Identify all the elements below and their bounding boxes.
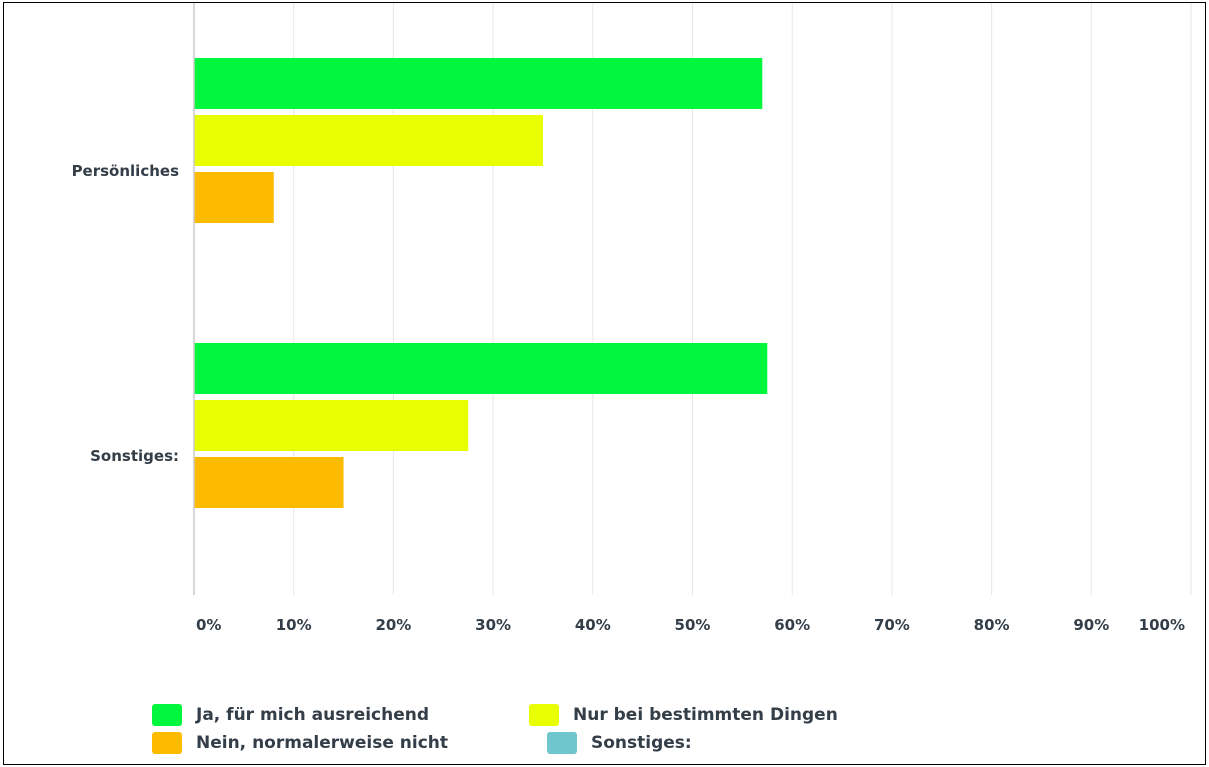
legend-label-nein: Nein, normalerweise nicht: [196, 733, 449, 753]
x-tick-label: 30%: [475, 616, 511, 634]
x-tick-label: 100%: [1139, 616, 1185, 634]
legend-swatch-nur: [529, 704, 559, 726]
x-tick-label: 80%: [974, 616, 1010, 634]
bar: [194, 343, 768, 394]
x-tick-label: 50%: [675, 616, 711, 634]
x-tick-label: 40%: [575, 616, 611, 634]
x-tick-label: 70%: [874, 616, 910, 634]
category-label: Sonstiges:: [90, 447, 179, 465]
bar: [194, 58, 763, 109]
x-tick-label: 0%: [196, 616, 221, 634]
bar: [194, 172, 274, 223]
legend-swatch-ja: [152, 704, 182, 726]
bar: [194, 115, 543, 166]
bar: [194, 400, 469, 451]
category-label: Persönliches: [72, 162, 180, 180]
x-tick-label: 20%: [375, 616, 411, 634]
legend-label-sonstiges: Sonstiges:: [591, 733, 692, 753]
legend-label-ja: Ja, für mich ausreichend: [196, 705, 430, 725]
bar-chart: 0% 10% 20% 30% 40% 50% 60% 70% 80% 90% 100% Persön…: [72, 3, 1192, 634]
bar: [194, 457, 344, 508]
legend-item-sonstiges: Sonstiges:: [547, 731, 692, 755]
legend-item-ja: Ja, für mich ausreichend: [152, 703, 429, 727]
legend-swatch-sonstiges: [547, 732, 577, 754]
category-labels: Persönliches Sonstiges:: [72, 162, 180, 465]
x-tick-label: 10%: [276, 616, 312, 634]
chart-frame: 0% 10% 20% 30% 40% 50% 60% 70% 80% 90% 100% Persön…: [3, 2, 1206, 765]
x-tick-label: 90%: [1073, 616, 1109, 634]
legend-item-nein: Nein, normalerweise nicht: [152, 731, 448, 755]
x-tick-label: 60%: [774, 616, 810, 634]
legend-item-nur: Nur bei bestimmten Dingen: [529, 703, 838, 727]
x-axis-ticks: 0% 10% 20% 30% 40% 50% 60% 70% 80% 90% 100%: [196, 616, 1185, 634]
legend-swatch-nein: [152, 732, 182, 754]
bars: [194, 58, 768, 508]
legend-label-nur: Nur bei bestimmten Dingen: [573, 705, 838, 725]
